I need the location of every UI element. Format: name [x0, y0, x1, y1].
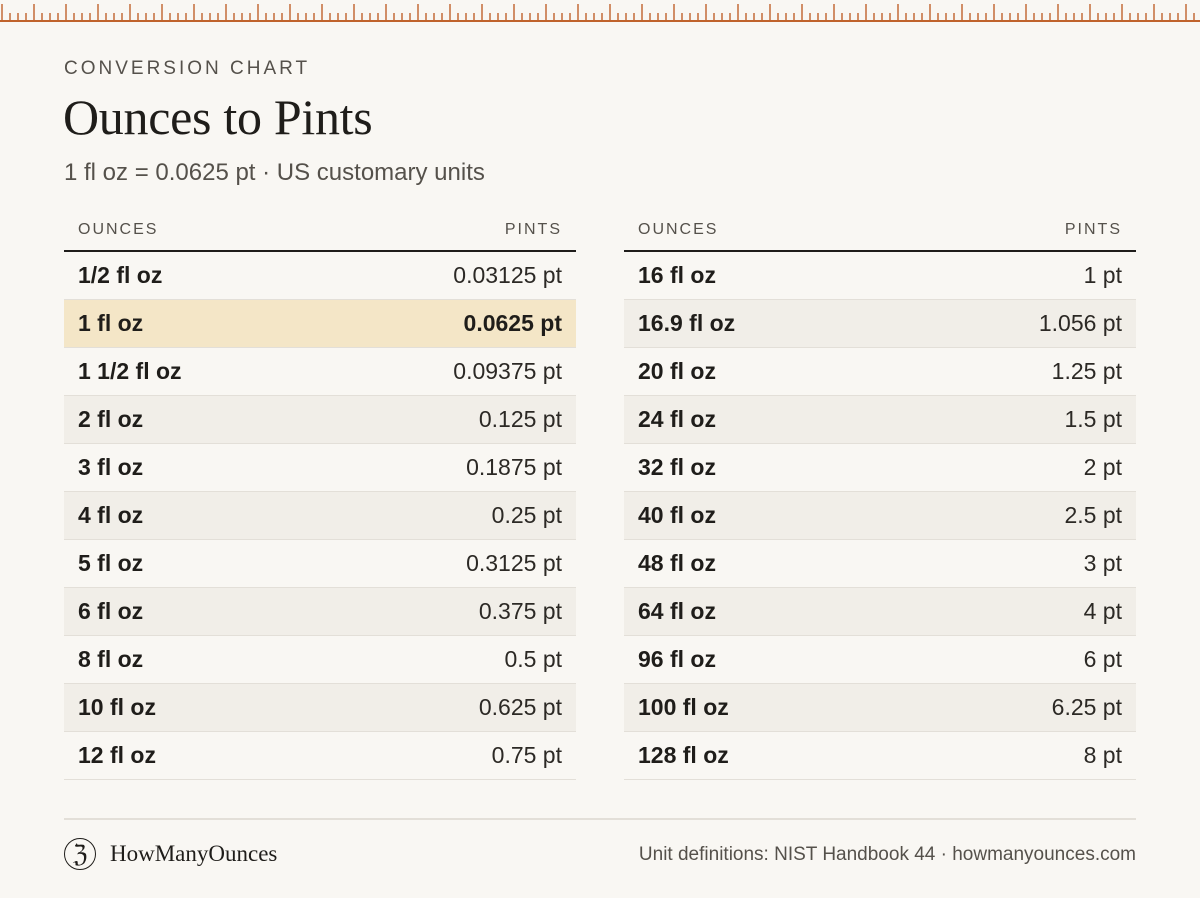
table-row: 2 fl oz 0.125 pt: [64, 396, 576, 444]
pints-cell: 0.03125 pt: [453, 262, 562, 288]
ounces-cell: 32 fl oz: [638, 454, 716, 480]
logo-icon: ℨ: [64, 838, 96, 870]
eyebrow-label: CONVERSION CHART: [64, 58, 311, 79]
ounces-cell: 16.9 fl oz: [638, 310, 736, 336]
column-header-ounces: OUNCES: [78, 221, 159, 238]
table-row: 16.9 fl oz 1.056 pt: [624, 300, 1136, 348]
pints-cell: 0.5 pt: [504, 646, 562, 672]
ounces-cell: 128 fl oz: [638, 742, 729, 768]
pints-cell: 1.25 pt: [1051, 358, 1122, 384]
table-row: 8 fl oz 0.5 pt: [64, 636, 576, 684]
ruler-decoration: [0, 4, 1200, 22]
ounces-cell: 24 fl oz: [638, 406, 716, 432]
column-header-pints: PINTS: [504, 221, 562, 238]
brand-logo[interactable]: ℨ HowManyOunces: [64, 838, 277, 870]
pints-cell: 0.1875 pt: [466, 454, 562, 480]
table-row: 1/2 fl oz 0.03125 pt: [64, 252, 576, 300]
table-row: 100 fl oz 6.25 pt: [624, 684, 1136, 732]
ounces-cell: 16 fl oz: [638, 262, 716, 288]
page-title: Ounces to Pints: [63, 89, 373, 145]
ounces-cell: 48 fl oz: [638, 550, 716, 576]
table-header: OUNCES PINTS: [624, 210, 1136, 252]
pints-cell: 6.25 pt: [1051, 694, 1122, 720]
ounces-cell: 3 fl oz: [78, 454, 144, 480]
table-row: 20 fl oz 1.25 pt: [624, 348, 1136, 396]
column-header-pints: PINTS: [1064, 221, 1122, 238]
pints-cell: 0.25 pt: [491, 502, 562, 528]
table-row: 6 fl oz 0.375 pt: [64, 588, 576, 636]
conversion-table-left: OUNCES PINTS 1/2 fl oz 0.03125 pt 1 fl oz 0…: [64, 210, 576, 780]
pints-cell: 3 pt: [1083, 550, 1122, 576]
table-row: 4 fl oz 0.25 pt: [64, 492, 576, 540]
table-row: 10 fl oz 0.625 pt: [64, 684, 576, 732]
table-row: 40 fl oz 2.5 pt: [624, 492, 1136, 540]
table-row: 3 fl oz 0.1875 pt: [64, 444, 576, 492]
column-header-ounces: OUNCES: [638, 221, 719, 238]
ounces-cell: 6 fl oz: [78, 598, 144, 624]
ounces-cell: 4 fl oz: [78, 502, 144, 528]
table-header: OUNCES PINTS: [64, 210, 576, 252]
pints-cell: 0.0625 pt: [463, 310, 562, 336]
pints-cell: 1 pt: [1083, 262, 1122, 288]
conversion-table-right: OUNCES PINTS 16 fl oz 1 pt 16.9 fl oz 1.056…: [624, 210, 1136, 780]
page-subtitle: 1 fl oz = 0.0625 pt · US customary units: [64, 159, 485, 186]
pints-cell: 4 pt: [1083, 598, 1122, 624]
ounces-cell: 1 fl oz: [78, 310, 144, 336]
pints-cell: 1.056 pt: [1038, 310, 1122, 336]
ounces-cell: 40 fl oz: [638, 502, 716, 528]
table-row: 12 fl oz 0.75 pt: [64, 732, 576, 780]
ounces-cell: 2 fl oz: [78, 406, 144, 432]
ounces-cell: 10 fl oz: [78, 694, 156, 720]
pints-cell: 1.5 pt: [1064, 406, 1122, 432]
ounces-cell: 20 fl oz: [638, 358, 716, 384]
ounces-cell: 5 fl oz: [78, 550, 144, 576]
ounces-cell: 8 fl oz: [78, 646, 144, 672]
ounces-cell: 96 fl oz: [638, 646, 716, 672]
pints-cell: 0.75 pt: [491, 742, 562, 768]
source-credit: Unit definitions: NIST Handbook 44 · how…: [638, 844, 1136, 865]
ounces-cell: 100 fl oz: [638, 694, 729, 720]
ounces-cell: 1/2 fl oz: [78, 262, 163, 288]
pints-cell: 6 pt: [1083, 646, 1122, 672]
pints-cell: 0.3125 pt: [466, 550, 562, 576]
ounces-cell: 12 fl oz: [78, 742, 156, 768]
table-row: 16 fl oz 1 pt: [624, 252, 1136, 300]
pints-cell: 8 pt: [1083, 742, 1122, 768]
ounces-cell: 1 1/2 fl oz: [78, 358, 182, 384]
footer-divider: [64, 818, 1136, 820]
pints-cell: 0.125 pt: [478, 406, 562, 432]
pints-cell: 0.625 pt: [478, 694, 562, 720]
pints-cell: 0.09375 pt: [453, 358, 562, 384]
table-row: 24 fl oz 1.5 pt: [624, 396, 1136, 444]
ounces-cell: 64 fl oz: [638, 598, 716, 624]
brand-name: HowManyOunces: [110, 841, 278, 866]
pints-cell: 2.5 pt: [1064, 502, 1122, 528]
table-row: 5 fl oz 0.3125 pt: [64, 540, 576, 588]
table-row: 64 fl oz 4 pt: [624, 588, 1136, 636]
pints-cell: 2 pt: [1083, 454, 1122, 480]
table-row: 1 1/2 fl oz 0.09375 pt: [64, 348, 576, 396]
table-row: 32 fl oz 2 pt: [624, 444, 1136, 492]
table-row: 1 fl oz 0.0625 pt: [64, 300, 576, 348]
table-row: 128 fl oz 8 pt: [624, 732, 1136, 780]
table-row: 48 fl oz 3 pt: [624, 540, 1136, 588]
pints-cell: 0.375 pt: [478, 598, 562, 624]
table-row: 96 fl oz 6 pt: [624, 636, 1136, 684]
